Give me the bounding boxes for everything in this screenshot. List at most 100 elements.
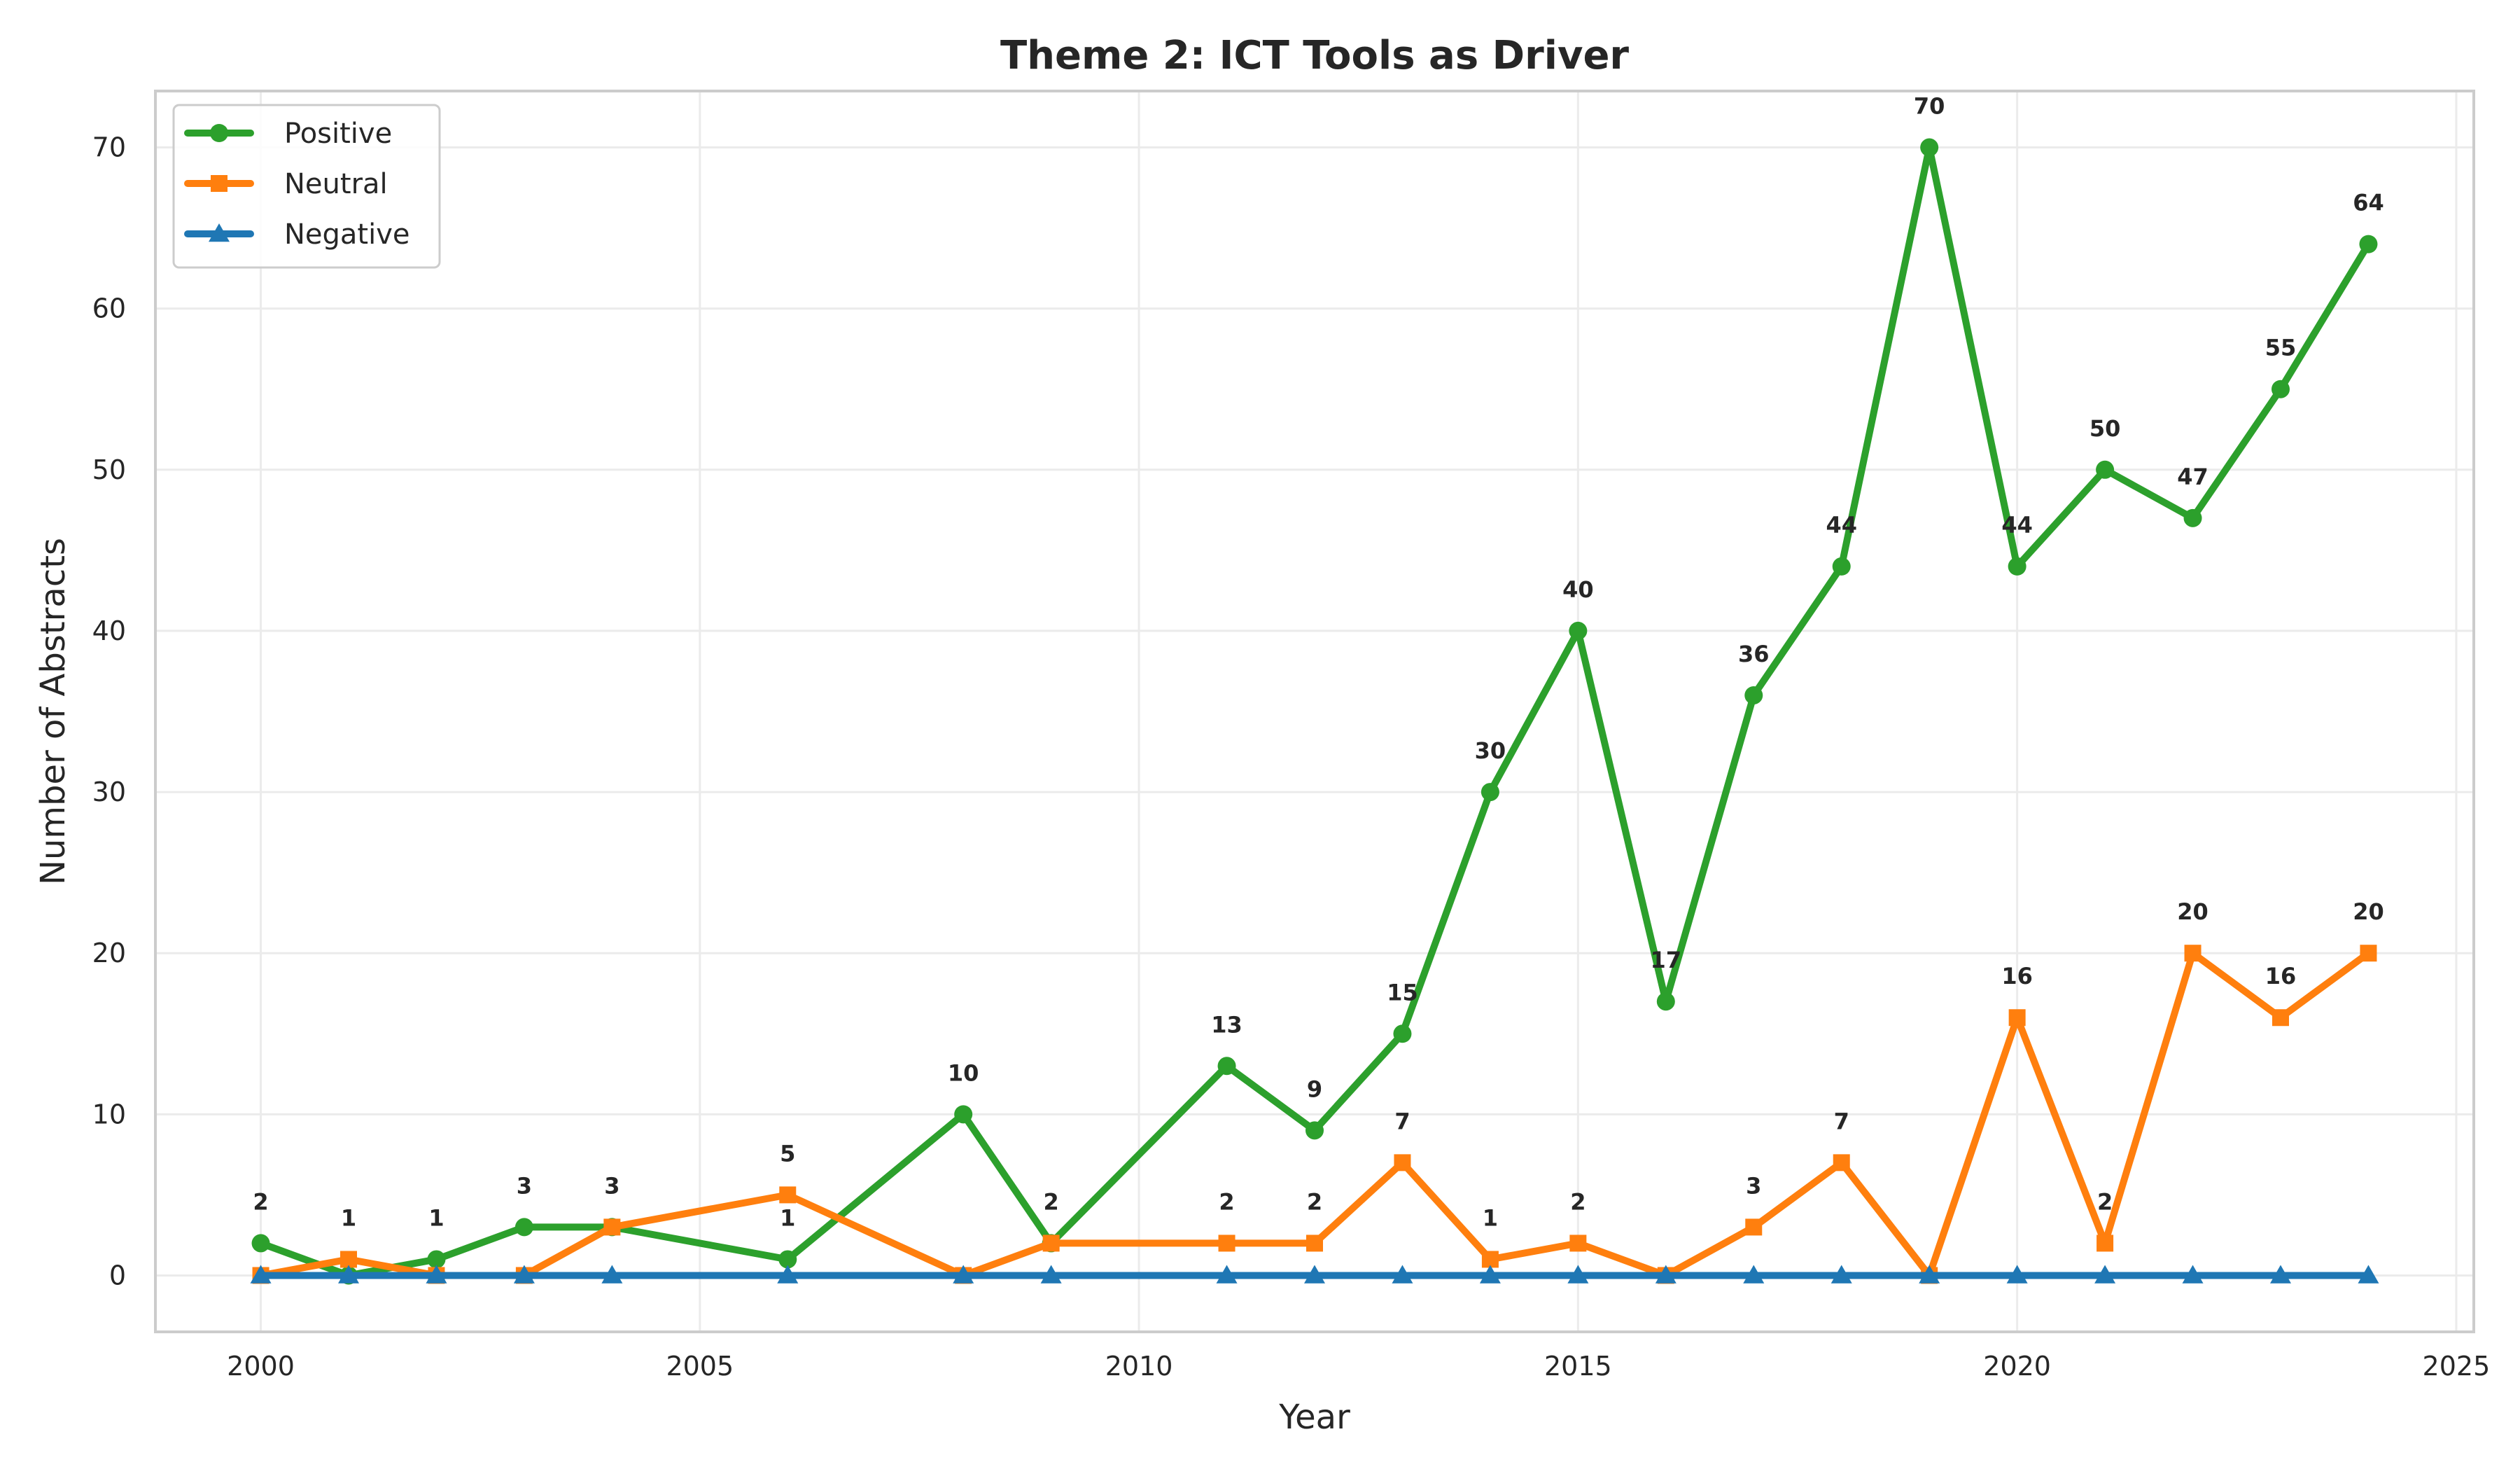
- legend-label: Neutral: [284, 168, 388, 200]
- legend-marker: [210, 124, 228, 142]
- series-lines: [250, 138, 2379, 1285]
- data-label-neutral: 16: [2265, 963, 2297, 989]
- data-point-positive: [1217, 1057, 1236, 1076]
- data-label-neutral: 2: [1307, 1188, 1322, 1215]
- data-label-neutral: 5: [780, 1140, 795, 1167]
- data-point-negative: [1392, 1265, 1413, 1284]
- data-label-positive: 47: [2177, 464, 2208, 490]
- legend-items: Positive Neutral Negative: [184, 118, 410, 251]
- legend-label: Positive: [284, 118, 392, 150]
- data-point-neutral: [779, 1186, 797, 1204]
- grid-lines: [155, 91, 2474, 1332]
- data-label-positive: 13: [1211, 1011, 1242, 1038]
- data-point-negative: [2094, 1265, 2116, 1284]
- data-point-negative: [1919, 1265, 1940, 1284]
- data-label-neutral: 1: [341, 1204, 356, 1231]
- y-tick-label: 50: [92, 454, 126, 485]
- data-label-neutral: 1: [1483, 1204, 1498, 1231]
- data-point-positive: [1306, 1121, 1324, 1140]
- data-label-positive: 17: [1651, 947, 1682, 973]
- data-point-neutral: [1833, 1154, 1850, 1171]
- x-axis-label: Year: [1278, 1398, 1350, 1437]
- data-point-positive: [2272, 380, 2290, 398]
- chart-title: Theme 2: ICT Tools as Driver: [1000, 33, 1629, 78]
- data-label-positive: 1: [780, 1204, 795, 1231]
- legend-box: [172, 104, 441, 269]
- y-tick-label: 30: [92, 777, 126, 807]
- data-point-negative: [1567, 1265, 1589, 1284]
- data-point-negative: [1830, 1265, 1852, 1284]
- data-label-positive: 1: [428, 1204, 444, 1231]
- data-label-neutral: 16: [2001, 963, 2033, 989]
- data-point-positive: [2183, 508, 2202, 527]
- data-label-neutral: 2: [2097, 1188, 2113, 1215]
- data-label-neutral: 7: [1834, 1108, 1849, 1134]
- data-label-positive: 44: [1826, 512, 1857, 538]
- data-point-negative: [250, 1265, 272, 1284]
- data-point-negative: [426, 1265, 447, 1284]
- data-label-positive: 30: [1475, 737, 1506, 764]
- data-point-negative: [1040, 1265, 1062, 1284]
- y-tick-label: 60: [92, 293, 126, 324]
- data-label-neutral: 3: [1746, 1172, 1761, 1199]
- data-label-positive: 44: [2001, 512, 2033, 538]
- legend-label: Negative: [284, 218, 410, 251]
- x-tick-label: 2010: [1105, 1351, 1173, 1382]
- data-point-positive: [1832, 557, 1851, 576]
- x-tick-label: 2025: [2423, 1351, 2491, 1382]
- data-point-negative: [1479, 1265, 1501, 1284]
- data-point-negative: [777, 1265, 799, 1284]
- data-point-neutral: [1569, 1235, 1587, 1252]
- data-label-neutral: 20: [2177, 898, 2208, 925]
- data-point-positive: [1569, 621, 1588, 640]
- y-tick-label: 20: [92, 938, 126, 968]
- data-point-neutral: [2184, 945, 2202, 962]
- data-point-positive: [1480, 783, 1499, 802]
- data-point-positive: [2008, 557, 2026, 576]
- x-tick-label: 2020: [1983, 1351, 2051, 1382]
- data-label-positive: 50: [2090, 415, 2121, 442]
- legend-item-neutral: Neutral: [184, 168, 388, 200]
- data-point-negative: [953, 1265, 974, 1284]
- data-label-positive: 64: [2353, 190, 2384, 216]
- x-axis-ticks: 2000 2005 2010 2015 2020 2025: [227, 1351, 2490, 1382]
- data-point-neutral: [1745, 1218, 1763, 1236]
- x-tick-label: 2015: [1544, 1351, 1612, 1382]
- data-point-neutral: [2096, 1235, 2114, 1252]
- data-label-positive: 15: [1387, 979, 1418, 1006]
- data-point-neutral: [1042, 1235, 1060, 1252]
- data-label-positive: 36: [1738, 641, 1770, 667]
- data-label-positive: 9: [1307, 1076, 1322, 1102]
- data-point-negative: [1743, 1265, 1765, 1284]
- legend-marker: [209, 223, 230, 242]
- data-label-neutral: 7: [1394, 1108, 1410, 1134]
- data-point-negative: [513, 1265, 535, 1284]
- data-label-positive: 3: [604, 1172, 620, 1199]
- series-line-neutral: [257, 950, 2372, 1279]
- y-axis-label: Number of Abstracts: [34, 538, 73, 885]
- data-point-neutral: [1306, 1235, 1323, 1252]
- data-point-neutral: [2272, 1009, 2289, 1027]
- data-point-negative: [2182, 1265, 2204, 1284]
- data-point-positive: [1744, 686, 1763, 704]
- legend: Positive Neutral Negative: [172, 104, 441, 269]
- x-tick-label: 2000: [227, 1351, 295, 1382]
- data-point-negative: [2270, 1265, 2291, 1284]
- data-point-negative: [2006, 1265, 2028, 1284]
- data-label-positive: 40: [1562, 576, 1594, 603]
- data-point-neutral: [1394, 1154, 1411, 1171]
- data-label-positive: 2: [253, 1188, 268, 1215]
- data-point-negative: [2358, 1265, 2379, 1284]
- data-point-positive: [2096, 460, 2115, 479]
- series-line-positive: [257, 144, 2372, 1279]
- data-point-neutral: [1481, 1251, 1499, 1268]
- data-point-positive: [954, 1105, 973, 1124]
- y-axis-ticks: 0 10 20 30 40 50 60 70: [92, 132, 126, 1291]
- y-tick-label: 40: [92, 616, 126, 646]
- data-point-negative: [1304, 1265, 1325, 1284]
- legend-item-positive: Positive: [184, 118, 392, 150]
- data-point-neutral: [2008, 1009, 2026, 1027]
- y-tick-label: 0: [109, 1260, 126, 1291]
